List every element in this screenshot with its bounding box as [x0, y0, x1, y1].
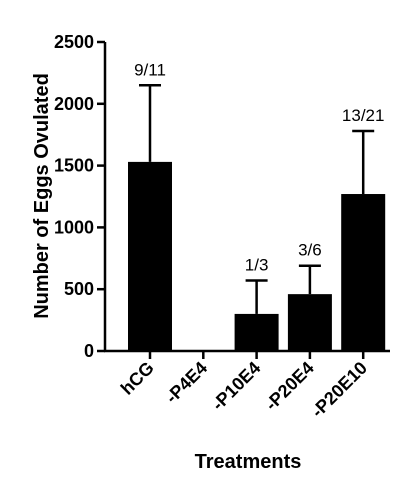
- y-tick-label: 1000: [54, 217, 94, 237]
- bar: [341, 194, 386, 351]
- x-axis-title: Treatments: [195, 451, 302, 473]
- bar: [234, 313, 279, 351]
- x-tick-label: -P20E10: [307, 358, 371, 422]
- y-tick-label: 2000: [54, 94, 94, 114]
- y-tick-label: 0: [84, 341, 94, 361]
- bar: [287, 294, 332, 351]
- y-tick-label: 1500: [54, 156, 94, 176]
- bar: [128, 161, 172, 351]
- y-tick-label: 500: [64, 279, 94, 299]
- annotation: 1/3: [245, 256, 269, 275]
- annotation: 13/21: [342, 106, 385, 125]
- x-tick-label: hCG: [117, 358, 158, 399]
- y-tick-label: 2500: [54, 32, 94, 52]
- y-axis-title: Number of Eggs Ovulated: [31, 73, 53, 319]
- x-tick-label: -P4E4: [162, 358, 212, 408]
- annotation: 3/6: [298, 241, 322, 260]
- annotation: 9/11: [134, 60, 166, 79]
- x-tick-label: -P10E4: [208, 358, 265, 415]
